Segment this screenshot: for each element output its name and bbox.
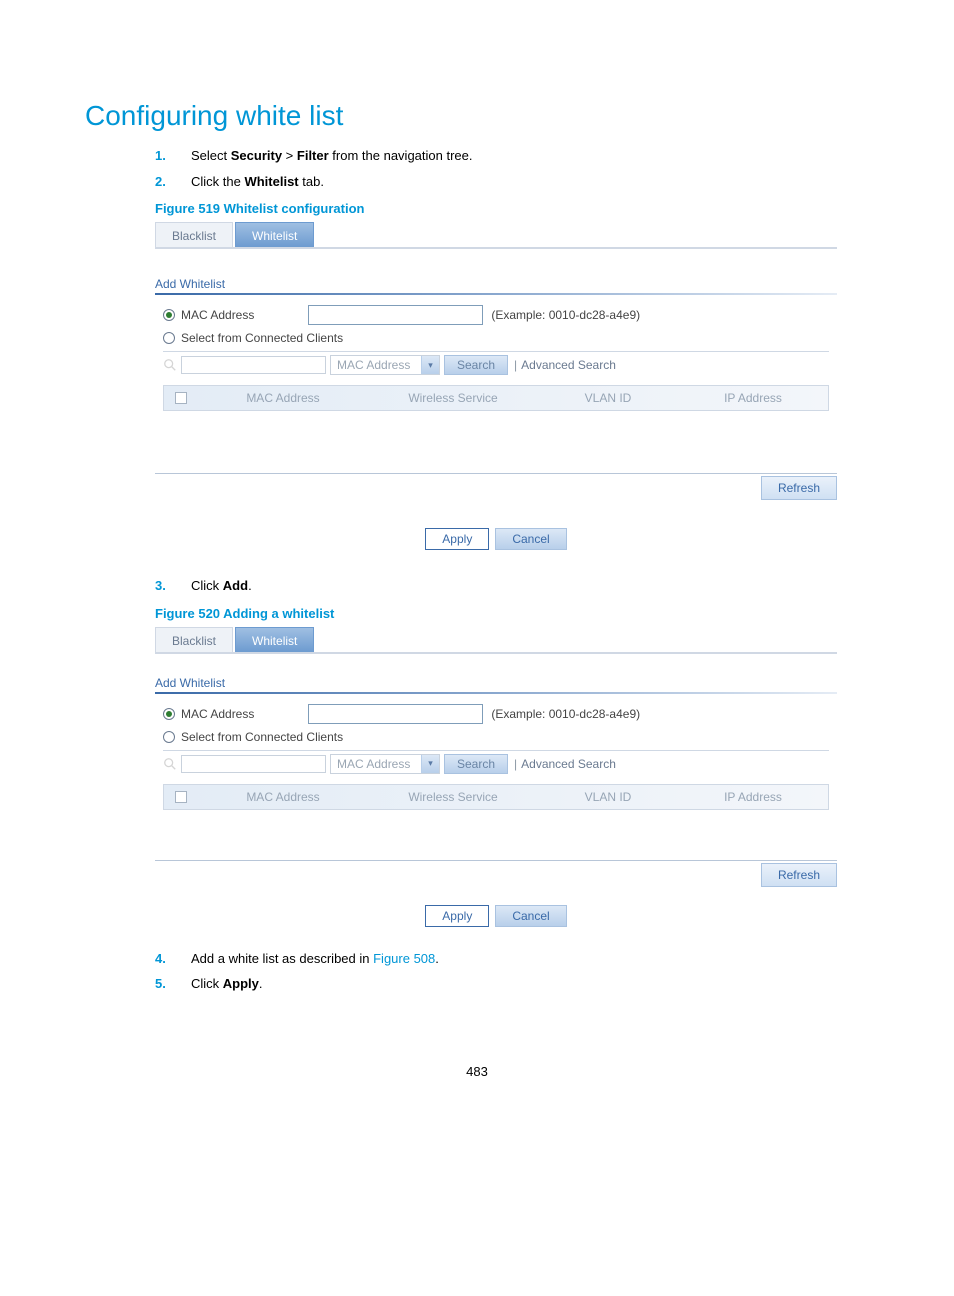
panel-bottom-divider-2 [155,860,837,861]
tab-whitelist-2[interactable]: Whitelist [235,627,314,652]
figure-508-link[interactable]: Figure 508 [373,951,435,966]
select-dropdown-button-2[interactable]: ▾ [421,755,439,773]
apply-button-2[interactable]: Apply [425,905,489,927]
chevron-down-icon: ▾ [428,360,433,371]
cancel-button[interactable]: Cancel [495,528,566,550]
select-all-checkbox[interactable] [175,392,187,404]
tab-whitelist[interactable]: Whitelist [235,222,314,247]
advanced-search-link-2[interactable]: Advanced Search [521,757,616,771]
col-wireless-service: Wireless Service [368,391,538,405]
table-header-2: MAC Address Wireless Service VLAN ID IP … [163,784,829,810]
refresh-button-2[interactable]: Refresh [761,863,837,887]
step-2-text: Click the Whitelist tab. [191,172,324,192]
refresh-button[interactable]: Refresh [761,476,837,500]
col-ip-address-2: IP Address [678,790,828,804]
apply-button[interactable]: Apply [425,528,489,550]
figure-519-panel: Blacklist Whitelist Add Whitelist MAC Ad… [155,222,837,550]
table-body-empty-2 [163,810,829,858]
step-num-4: 4. [155,949,191,969]
tab-blacklist[interactable]: Blacklist [155,222,233,247]
step-num-3: 3. [155,576,191,596]
col-mac: MAC Address [198,391,368,405]
col-vlan-id: VLAN ID [538,391,678,405]
select-all-checkbox-2[interactable] [175,791,187,803]
search-input[interactable] [181,356,326,374]
figure-520-panel: Blacklist Whitelist Add Whitelist MAC Ad… [155,627,837,927]
page-title: Configuring white list [85,100,869,132]
col-wireless-service-2: Wireless Service [368,790,538,804]
separator: | [514,358,517,372]
select-dropdown-button[interactable]: ▾ [421,356,439,374]
radio-mac-label: MAC Address [181,308,254,322]
step-3-text: Click Add. [191,576,252,596]
table-header: MAC Address Wireless Service VLAN ID IP … [163,385,829,411]
col-mac-2: MAC Address [198,790,368,804]
chevron-down-icon-2: ▾ [428,758,433,769]
add-whitelist-title: Add Whitelist [155,277,837,291]
step-num-2: 2. [155,172,191,192]
radio-connected-clients[interactable] [163,332,175,344]
radio-connected-clients-2[interactable] [163,731,175,743]
radio-clients-label: Select from Connected Clients [181,331,343,345]
add-whitelist-title-2: Add Whitelist [155,676,837,690]
search-type-select-2[interactable]: MAC Address [331,757,421,771]
search-icon [163,358,177,372]
col-vlan-id-2: VLAN ID [538,790,678,804]
figure-520-caption: Figure 520 Adding a whitelist [155,606,869,621]
page-number: 483 [85,1064,869,1079]
step-4-text: Add a white list as described in Figure … [191,949,439,969]
panel-bottom-divider [155,473,837,474]
radio-mac-address-2[interactable] [163,708,175,720]
step-5-text: Click Apply. [191,974,263,994]
step-1-text: Select Security > Filter from the naviga… [191,146,473,166]
search-input-2[interactable] [181,755,326,773]
advanced-search-link[interactable]: Advanced Search [521,358,616,372]
step-num-5: 5. [155,974,191,994]
tab-blacklist-2[interactable]: Blacklist [155,627,233,652]
cancel-button-2[interactable]: Cancel [495,905,566,927]
search-button-2[interactable]: Search [444,754,508,774]
radio-mac-address[interactable] [163,309,175,321]
mac-example-text: (Example: 0010-dc28-a4e9) [491,308,640,322]
search-button[interactable]: Search [444,355,508,375]
search-icon-2 [163,757,177,771]
search-type-select[interactable]: MAC Address [331,358,421,372]
separator-2: | [514,757,517,771]
radio-mac-label-2: MAC Address [181,707,254,721]
radio-clients-label-2: Select from Connected Clients [181,730,343,744]
step-num-1: 1. [155,146,191,166]
table-body-empty [163,411,829,471]
mac-example-text-2: (Example: 0010-dc28-a4e9) [491,707,640,721]
mac-address-input[interactable] [308,305,483,325]
mac-address-input-2[interactable] [308,704,483,724]
col-ip-address: IP Address [678,391,828,405]
figure-519-caption: Figure 519 Whitelist configuration [155,201,869,216]
